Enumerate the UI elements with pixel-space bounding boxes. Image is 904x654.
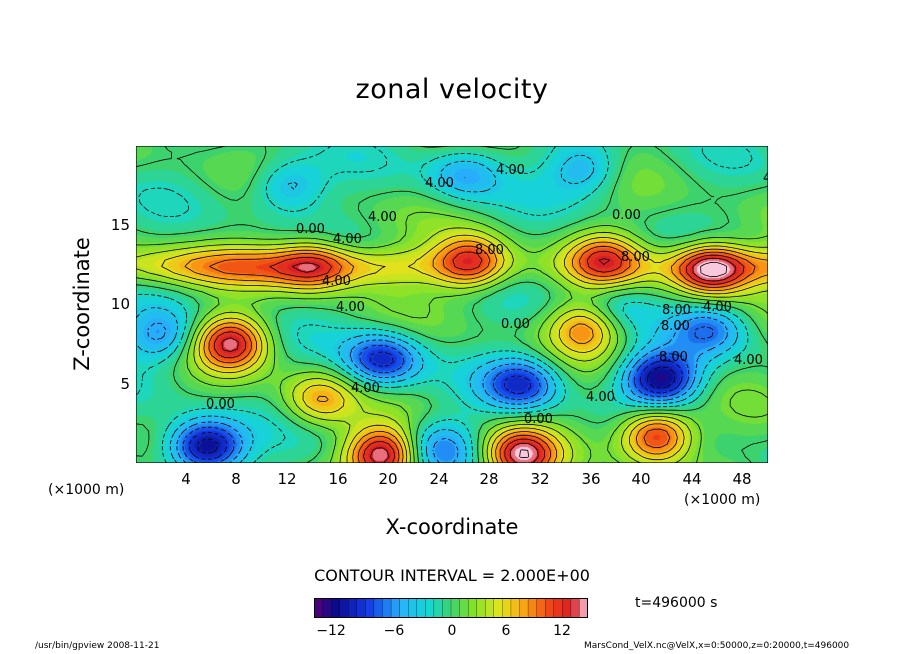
colorbar-cell	[545, 598, 555, 618]
colorbar-cell	[390, 598, 401, 618]
y-tick: 5	[120, 375, 130, 393]
contour-label: 8.00	[661, 319, 690, 334]
colorbar-cell	[348, 598, 358, 618]
x-tick: 20	[378, 470, 398, 488]
contour-label: 4.00	[734, 353, 763, 368]
colorbar-cell	[502, 598, 512, 618]
contour-label: 8.00	[659, 350, 688, 365]
footer-left: /usr/bin/gpview 2008-11-21	[35, 641, 160, 651]
colorbar-cell	[399, 598, 409, 618]
colorbar-tick: −6	[383, 623, 405, 639]
contour-interval-label: CONTOUR INTERVAL = 2.000E+00	[314, 566, 590, 585]
colorbar-cell	[570, 598, 580, 618]
colorbar-cell	[485, 598, 495, 618]
colorbar-cell	[408, 598, 418, 618]
x-unit-label: (×1000 m)	[684, 492, 761, 508]
x-tick: 40	[631, 470, 651, 488]
colorbar-cell	[476, 598, 486, 618]
x-tick: 4	[181, 470, 191, 488]
colorbar-cell	[493, 598, 503, 618]
colorbar-cell	[425, 598, 435, 618]
contour-label: 4.00	[351, 381, 380, 396]
colorbar-cell	[365, 598, 375, 618]
chart-title: zonal velocity	[355, 74, 549, 105]
contour-label: 4.00	[336, 300, 365, 315]
contour-label: 0.00	[524, 412, 553, 427]
contour-plot: 4.004.004.004.000.000.004.008.00 8.008.00…	[136, 146, 768, 463]
colorbar-tick: 0	[447, 623, 457, 639]
y-tick: 10	[110, 295, 130, 313]
colorbar-cell	[373, 598, 383, 618]
colorbar-cell	[330, 598, 341, 618]
colorbar-tick: 12	[553, 623, 571, 639]
colorbar-cell	[527, 598, 538, 618]
contour-label: 4.00	[496, 163, 525, 178]
colorbar-cell	[519, 598, 529, 618]
time-label: t=496000 s	[635, 595, 718, 611]
colorbar-tick: 6	[501, 623, 511, 639]
x-tick: 16	[328, 470, 348, 488]
contour-label: 4.00	[368, 210, 397, 225]
colorbar-cell	[467, 598, 478, 618]
x-tick: 24	[429, 470, 449, 488]
contour-label: 8.00	[475, 243, 504, 258]
colorbar-cell	[536, 598, 546, 618]
colorbar-cell	[459, 598, 469, 618]
contour-label: 0.00	[501, 317, 530, 332]
contour-label: 8.00	[621, 250, 650, 265]
negative-contours	[136, 146, 753, 463]
x-tick: 32	[530, 470, 550, 488]
contour-label: 4.00	[322, 274, 351, 289]
contour-label: 4.00	[703, 300, 732, 315]
colorbar-cell	[322, 598, 332, 618]
footer-right: MarsCond_VelX.nc@VelX,x=0:50000,z=0:2000…	[584, 641, 850, 651]
x-tick: 8	[231, 470, 241, 488]
colorbar	[314, 598, 588, 618]
x-tick: 12	[277, 470, 297, 488]
contour-lines	[136, 146, 768, 463]
positive-contours	[136, 146, 768, 463]
contour-label: 4.00	[763, 171, 768, 186]
contour-label: 4.00	[586, 390, 615, 405]
contour-label: 4.00	[425, 176, 454, 191]
x-unit-label: (×1000 m)	[48, 482, 125, 498]
colorbar-cell	[579, 598, 588, 618]
colorbar-tick: −12	[316, 623, 346, 639]
x-tick: 48	[732, 470, 752, 488]
colorbar-cell	[382, 598, 392, 618]
y-tick: 15	[110, 216, 130, 234]
contour-label: 8.00	[662, 303, 691, 318]
colorbar-cell	[562, 598, 572, 618]
contour-label: 0.00	[296, 222, 325, 237]
contour-label: 0.00	[612, 208, 641, 223]
colorbar-cell	[553, 598, 563, 618]
colorbar-cell	[314, 598, 324, 618]
y-axis-label: Z-coordinate	[70, 237, 94, 371]
x-tick: 44	[682, 470, 702, 488]
x-tick: 36	[581, 470, 601, 488]
contour-label: 4.00	[333, 232, 362, 247]
colorbar-cell	[442, 598, 452, 618]
colorbar-cell	[339, 598, 349, 618]
contour-label: 0.00	[206, 397, 235, 412]
colorbar-cell	[510, 598, 520, 618]
x-tick: 28	[479, 470, 499, 488]
colorbar-cell	[450, 598, 461, 618]
colorbar-cell	[433, 598, 443, 618]
contour-labels: 4.004.004.004.000.000.004.008.00 8.008.00…	[206, 163, 768, 427]
x-axis-label: X-coordinate	[385, 515, 519, 539]
colorbar-cell	[356, 598, 366, 618]
colorbar-cell	[416, 598, 426, 618]
